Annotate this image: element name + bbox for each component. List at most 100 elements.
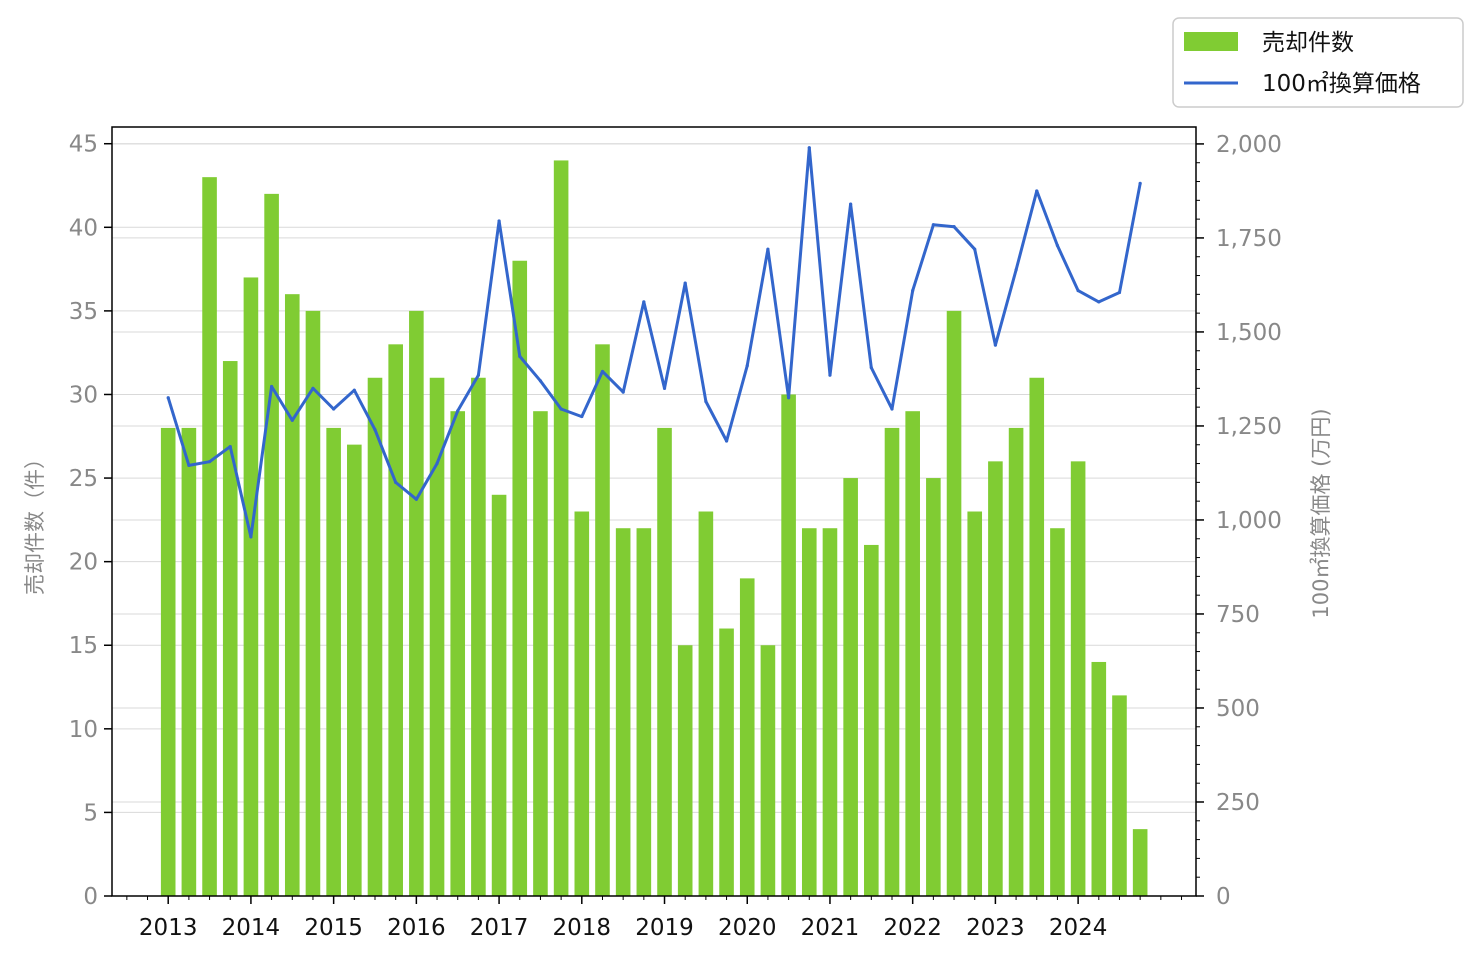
line-point <box>207 460 212 464</box>
line-point <box>187 463 191 468</box>
bar <box>864 544 879 896</box>
x-tick-label: 2016 <box>387 915 446 941</box>
line-point <box>787 396 791 400</box>
left-tick-label: 20 <box>69 550 98 576</box>
line-point <box>1117 290 1122 295</box>
line-point <box>849 202 853 206</box>
x-tick-label: 2024 <box>1049 915 1108 941</box>
x-tick-label: 2021 <box>801 915 860 941</box>
legend-box <box>1172 17 1464 108</box>
bar <box>1029 377 1045 896</box>
line-point <box>311 386 315 390</box>
line-point <box>662 386 667 390</box>
line-point <box>1076 288 1080 293</box>
bar <box>615 528 631 896</box>
bar <box>284 294 300 896</box>
left-tick-label: 30 <box>69 382 98 408</box>
bar <box>202 177 217 897</box>
bar <box>1112 695 1127 896</box>
line-point <box>745 364 749 368</box>
bar <box>181 427 197 896</box>
line-series <box>166 146 1142 539</box>
bar <box>409 310 424 896</box>
line-point <box>476 373 480 377</box>
x-axis-ticks: 2013 2014 2015 2016 2017 2018 2019 2020 2021 2022… <box>126 896 1183 941</box>
line-point <box>1055 243 1060 248</box>
right-tick-label: 1,250 <box>1216 414 1282 440</box>
bar <box>739 578 755 896</box>
bar <box>657 427 672 896</box>
line-point <box>538 379 543 383</box>
x-tick-label: 2017 <box>470 915 529 941</box>
right-tick-label: 0 <box>1216 884 1231 910</box>
bar <box>698 511 714 896</box>
right-axis-title: 100㎡換算価格 (万円) <box>1309 408 1333 618</box>
line-point <box>911 288 915 293</box>
bar <box>429 377 445 896</box>
bar <box>884 427 900 896</box>
line-point <box>890 407 894 411</box>
bar <box>160 427 176 896</box>
x-tick-label: 2022 <box>883 915 942 941</box>
left-axis-title: 売却件数（件） <box>23 448 47 595</box>
bar <box>843 478 858 896</box>
line-point <box>290 418 294 422</box>
line-point <box>394 480 398 484</box>
line-point <box>952 225 956 229</box>
bar <box>533 411 548 896</box>
left-tick-label: 40 <box>69 215 98 241</box>
bar <box>574 511 590 896</box>
line-point <box>683 281 687 285</box>
right-tick-label: 1,750 <box>1216 226 1282 252</box>
line-point <box>435 461 439 466</box>
line-point <box>973 247 977 251</box>
bar <box>636 528 652 896</box>
bar <box>1008 427 1024 896</box>
bar <box>1070 461 1086 896</box>
left-tick-label: 15 <box>69 633 98 659</box>
bar <box>988 461 1003 896</box>
line-point <box>600 369 605 374</box>
bar <box>822 528 838 896</box>
left-tick-label: 5 <box>83 800 98 826</box>
bar <box>1132 829 1148 896</box>
bar <box>305 310 321 896</box>
line-point <box>228 445 232 449</box>
right-tick-label: 250 <box>1216 790 1260 816</box>
line-point <box>1138 181 1142 186</box>
price-line <box>166 146 1142 539</box>
line-point <box>270 384 274 389</box>
bar <box>946 310 962 896</box>
line-point <box>621 390 625 394</box>
x-tick-label: 2013 <box>139 915 198 941</box>
line-point <box>456 409 460 413</box>
bar <box>967 511 983 896</box>
bar <box>595 344 610 897</box>
left-tick-label: 45 <box>69 132 98 158</box>
legend-bar-label: 売却件数 <box>1262 30 1354 56</box>
line-point <box>518 354 522 358</box>
bar <box>719 628 734 896</box>
plot-frame <box>111 126 1197 897</box>
line-point <box>1035 189 1039 193</box>
bar <box>801 528 817 896</box>
legend-bar-swatch <box>1184 32 1238 51</box>
right-tick-label: 1,000 <box>1216 508 1282 534</box>
bar <box>450 411 466 896</box>
bar <box>243 277 259 896</box>
line-point <box>869 366 873 370</box>
bar <box>760 645 776 896</box>
line-point <box>993 343 998 347</box>
right-tick-label: 500 <box>1216 696 1260 722</box>
right-tick-label: 1,500 <box>1216 320 1282 346</box>
left-axis-ticks: 0 5 10 15 20 25 30 35 40 45 <box>69 132 112 910</box>
x-tick-label: 2014 <box>222 915 281 941</box>
line-point <box>580 414 584 419</box>
legend-line-label: 100㎡換算価格 <box>1262 71 1421 97</box>
legend: 売却件数 100㎡換算価格 <box>1172 17 1464 108</box>
bar <box>347 444 362 896</box>
bar <box>926 478 941 896</box>
right-axis-ticks: 0 250 500 750 1,000 1,250 1,500 1,750 2,000 <box>1196 132 1282 910</box>
line-point <box>828 373 832 377</box>
line-point <box>373 428 377 432</box>
